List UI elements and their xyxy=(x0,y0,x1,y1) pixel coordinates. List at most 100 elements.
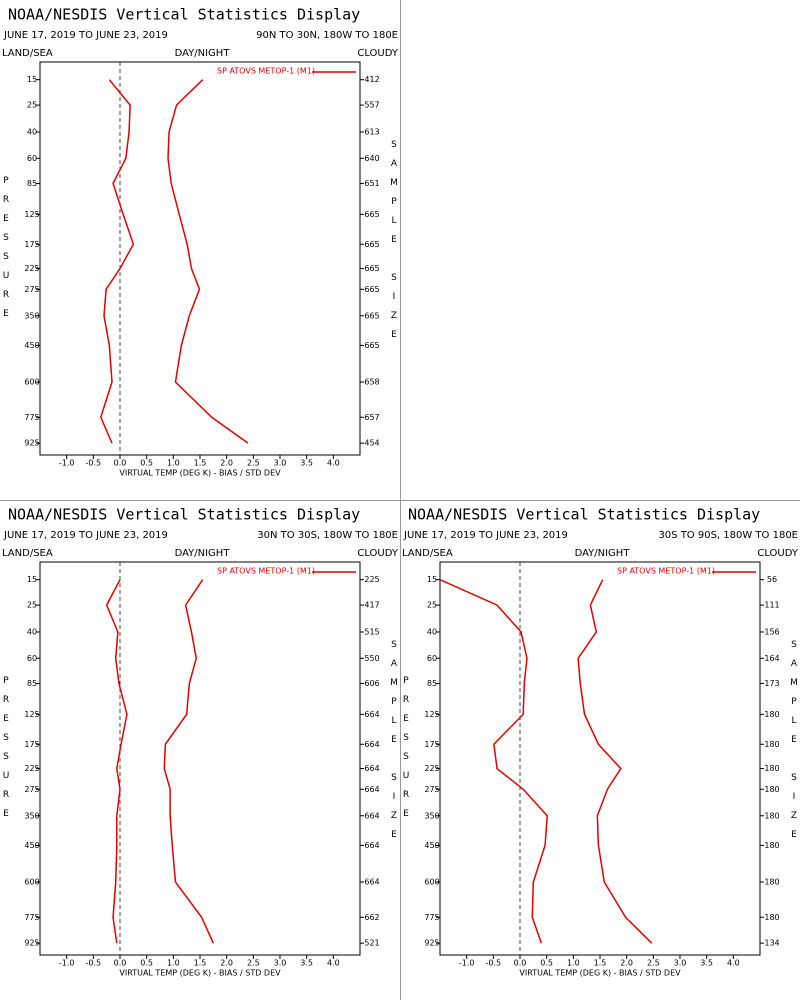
sample-size-label: 664 xyxy=(364,878,379,887)
legend-label: SP ATOVS METOP-1 (M1) xyxy=(217,567,315,576)
y-tick-label: 25 xyxy=(27,101,37,110)
y-axis-label: PRESSURE xyxy=(1,676,11,828)
sample-size-label: 180 xyxy=(764,740,779,749)
sample-size-label: 664 xyxy=(364,785,379,794)
sample-size-label: 665 xyxy=(364,264,379,273)
sample-size-label: 665 xyxy=(364,311,379,320)
x-tick-label: 2.0 xyxy=(220,959,233,968)
sample-size-label: 550 xyxy=(364,654,379,663)
cloudy-label: CLOUDY xyxy=(357,548,399,559)
land-sea-label: LAND/SEA xyxy=(2,548,53,559)
std-dev-line xyxy=(163,579,215,944)
y-tick-label: 275 xyxy=(24,285,39,294)
y-tick-label: 25 xyxy=(27,601,37,610)
y-tick-label: 85 xyxy=(427,679,437,688)
sample-size-label: 180 xyxy=(764,841,779,850)
x-tick-label: 1.0 xyxy=(167,959,180,968)
y-tick-label: 775 xyxy=(24,913,39,922)
x-tick-label: 0.0 xyxy=(114,959,127,968)
x-tick-label: -0.5 xyxy=(86,959,102,968)
y2-axis-label: SAMPLE SIZE xyxy=(389,640,399,849)
y-tick-label: 125 xyxy=(424,710,439,719)
x-tick-label: 3.0 xyxy=(274,959,287,968)
y-tick-label: 925 xyxy=(424,939,439,948)
x-axis-label: VIRTUAL TEMP (DEG K) - BIAS / STD DEV xyxy=(119,969,281,978)
x-tick-label: 2.5 xyxy=(647,959,660,968)
legend-label: SP ATOVS METOP-1 (M1) xyxy=(617,567,715,576)
land-sea-label: LAND/SEA xyxy=(2,48,53,59)
x-tick-label: 3.5 xyxy=(300,459,313,468)
day-night-label: DAY/NIGHT xyxy=(175,48,231,59)
x-tick-label: 0.0 xyxy=(114,459,127,468)
sample-size-label: 657 xyxy=(364,413,379,422)
std-dev-line xyxy=(577,579,653,944)
x-tick-label: 3.5 xyxy=(300,959,313,968)
day-night-label: DAY/NIGHT xyxy=(175,548,231,559)
x-tick-label: -1.0 xyxy=(59,959,75,968)
sample-size-label: 521 xyxy=(364,939,379,948)
sample-size-label: 651 xyxy=(364,179,379,188)
sample-size-label: 134 xyxy=(764,939,779,948)
sample-size-label: 664 xyxy=(364,710,379,719)
date-range: JUNE 17, 2019 TO JUNE 23, 2019 xyxy=(403,530,568,541)
y-tick-label: 775 xyxy=(424,913,439,922)
y-tick-label: 450 xyxy=(424,841,439,850)
y-axis-label: PRESSURE xyxy=(1,176,11,328)
sample-size-label: 412 xyxy=(364,75,379,84)
y-tick-label: 15 xyxy=(27,575,37,584)
bias-line xyxy=(105,579,128,944)
sample-size-label: 156 xyxy=(764,627,779,636)
x-tick-label: 2.0 xyxy=(220,459,233,468)
sample-size-label: 180 xyxy=(764,764,779,773)
sample-size-label: 417 xyxy=(364,601,379,610)
y-tick-label: 350 xyxy=(24,311,39,320)
y-tick-label: 125 xyxy=(24,210,39,219)
y-tick-label: 60 xyxy=(27,154,37,163)
sample-size-label: 665 xyxy=(364,285,379,294)
cloudy-label: CLOUDY xyxy=(357,48,399,59)
y-tick-label: 600 xyxy=(424,878,439,887)
y-tick-label: 60 xyxy=(27,654,37,663)
sample-size-label: 665 xyxy=(364,210,379,219)
region: 30S TO 90S, 180W TO 180E xyxy=(658,530,798,541)
x-axis-label: VIRTUAL TEMP (DEG K) - BIAS / STD DEV xyxy=(119,469,281,478)
bias-line xyxy=(100,79,135,444)
y-tick-label: 85 xyxy=(27,679,37,688)
sample-size-label: 173 xyxy=(764,679,779,688)
chart-panel: NOAA/NESDIS Vertical Statistics Display J… xyxy=(1,6,399,478)
legend-label: SP ATOVS METOP-1 (M1) xyxy=(217,67,315,76)
x-tick-label: -1.0 xyxy=(459,959,475,968)
x-tick-label: -1.0 xyxy=(59,459,75,468)
x-tick-label: 1.0 xyxy=(167,459,180,468)
sample-size-label: 665 xyxy=(364,341,379,350)
y-tick-label: 225 xyxy=(24,764,39,773)
x-tick-label: 1.5 xyxy=(194,459,207,468)
sample-size-label: 164 xyxy=(764,654,779,663)
y-tick-label: 600 xyxy=(24,378,39,387)
bias-line xyxy=(439,578,548,944)
y-tick-label: 350 xyxy=(24,811,39,820)
sample-size-label: 180 xyxy=(764,811,779,820)
y-tick-label: 175 xyxy=(424,740,439,749)
y-tick-label: 450 xyxy=(24,341,39,350)
y-tick-label: 925 xyxy=(24,439,39,448)
chart-panel: NOAA/NESDIS Vertical Statistics Display J… xyxy=(1,506,399,978)
sample-size-label: 56 xyxy=(767,575,777,584)
sample-size-label: 180 xyxy=(764,878,779,887)
sample-size-label: 180 xyxy=(764,785,779,794)
y-tick-label: 225 xyxy=(424,764,439,773)
sample-size-label: 454 xyxy=(364,439,379,448)
sample-size-label: 111 xyxy=(764,601,779,610)
x-tick-label: 3.0 xyxy=(274,459,287,468)
y-tick-label: 15 xyxy=(27,75,37,84)
land-sea-label: LAND/SEA xyxy=(402,548,453,559)
sample-size-label: 664 xyxy=(364,740,379,749)
x-tick-label: 0.0 xyxy=(514,959,527,968)
y-tick-label: 40 xyxy=(427,627,437,636)
x-tick-label: 1.0 xyxy=(567,959,580,968)
y-tick-label: 350 xyxy=(424,811,439,820)
x-tick-label: 3.0 xyxy=(674,959,687,968)
y2-axis-label: SAMPLE SIZE xyxy=(789,640,799,849)
y-tick-label: 925 xyxy=(24,939,39,948)
